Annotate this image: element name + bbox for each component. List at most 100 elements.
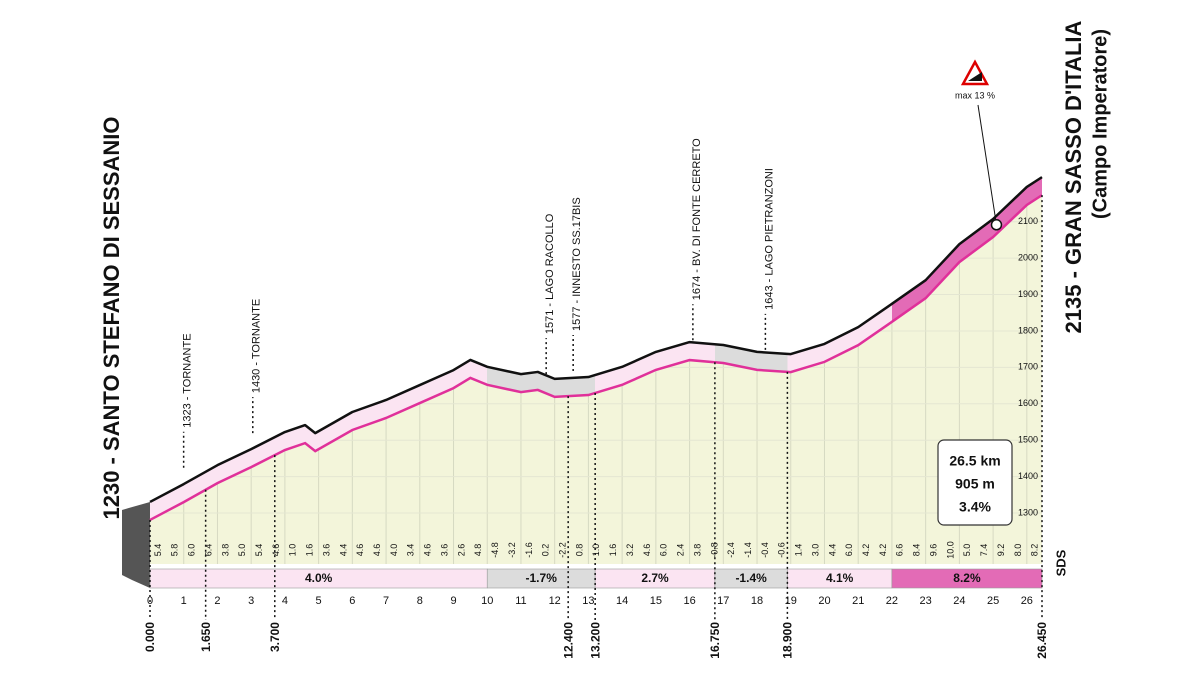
segment-gradient: 3.8 [692,544,702,557]
start-label: 1230 - SANTO STEFANO DI SESSANIO [99,116,124,519]
waypoint-km-label: 16.750 [708,622,722,659]
profile-line [149,194,1043,522]
segment-gradient: -0.8 [709,542,719,558]
segment-gradient: 5.0 [237,544,247,557]
x-tick-label: 10 [481,595,493,607]
segment-gradient: 6.0 [659,544,669,557]
x-tick-label: 18 [751,595,763,607]
summary-text: 3.4% [959,499,991,515]
segment-gradient: -2.2 [557,542,567,558]
y-tick-label: 1500 [1018,435,1038,445]
segment-gradient: 7.4 [979,544,989,557]
x-tick-label: 16 [683,595,695,607]
summary-text: 26.5 km [949,453,1000,469]
segment-gradient: 5.0 [962,544,972,557]
segment-gradient: 6.4 [203,544,213,557]
summary-box [937,439,1013,526]
sector-label: -1.4% [735,571,767,585]
x-tick-label: 25 [987,595,999,607]
segment-gradient: 8.4 [912,544,922,557]
max-leader [977,104,997,225]
segment-gradient: 4.4 [338,544,348,557]
y-tick-label: 1700 [1018,362,1038,372]
segment-gradient: 3.2 [625,544,635,557]
segment-gradient: 3.6 [321,544,331,557]
segment-gradient: 3.0 [810,544,820,557]
segment-gradient: -2.4 [726,542,736,558]
x-tick-label: 12 [549,595,561,607]
x-tick-label: 3 [248,595,254,607]
waypoint-label: 1674 - BV. DI FONTE CERRETO [691,138,703,300]
segment-gradient: 4.6 [355,544,365,557]
waypoint-km-label: 12.400 [561,622,575,659]
sector-label: -1.7% [526,571,558,585]
segment-gradient: 3.4 [406,544,416,557]
waypoint-label: 1323 - TORNANTE [182,333,194,427]
segment-gradient: 9.2 [996,544,1006,557]
segment-gradient: 1.6 [608,544,618,557]
segment-gradient: 4.6 [423,544,433,557]
segment-gradient: 0.8 [574,544,584,557]
finish-km-label: 26.450 [1035,622,1049,659]
x-tick-label: 13 [582,595,594,607]
max-marker [990,219,1003,231]
y-tick-label: 2000 [1018,252,1038,262]
sector-label: 4.0% [305,571,333,585]
finish-label: 2135 - GRAN SASSO D'ITALIA [1061,20,1086,333]
segment-gradient: 3.6 [439,544,449,557]
profile-area [150,195,1042,564]
x-tick-label: 9 [450,595,456,607]
segment-gradient: 4.8 [473,544,483,557]
ribbon-edge [149,176,1043,504]
x-tick-label: 5 [316,595,322,607]
segment-gradient: 2.6 [456,544,466,557]
y-tick-label: 1800 [1018,325,1038,335]
segment-gradient: 6.0 [187,544,197,557]
waypoint-label: 1430 - TORNANTE [251,299,263,393]
x-tick-label: 1 [181,595,187,607]
segment-gradient: 5.4 [254,544,264,557]
segment-gradient: -1.6 [524,542,534,558]
segment-gradient: -0.4 [760,542,770,558]
sector-band [891,568,1043,589]
segment-gradient: 4.6 [372,544,382,557]
segment-gradient: 1.6 [305,544,315,557]
x-tick-label: 23 [920,595,932,607]
segment-gradient: 8.2 [1030,544,1040,557]
segment-gradient: 5.4 [153,544,163,557]
x-tick-label: 14 [616,595,628,607]
max-gradient-label: max 13 % [955,90,995,100]
segment-gradient: 9.6 [928,544,938,557]
waypoint-km-label: 1.650 [199,622,213,652]
x-tick-label: 19 [785,595,797,607]
segment-gradient: 10.0 [945,541,955,559]
y-tick-label: 1400 [1018,471,1038,481]
max-icon-slope [968,72,982,81]
segment-gradient: -3.2 [507,542,517,558]
segment-gradient: 1.4 [794,544,804,557]
x-tick-label: 21 [852,595,864,607]
x-tick-label: 26 [1021,595,1033,607]
x-tick-label: 24 [953,595,965,607]
segment-gradient: 1.0 [288,544,298,557]
x-tick-label: 20 [818,595,830,607]
y-tick-label: 1900 [1018,289,1038,299]
segment-gradient: 0.2 [541,544,551,557]
sector-label: 8.2% [953,571,981,585]
segment-gradient: 4.2 [878,544,888,557]
sector-label: 4.1% [826,571,854,585]
x-tick-label: 2 [214,595,220,607]
x-tick-label: 11 [515,595,526,607]
segment-gradient: 4.0 [389,544,399,557]
waypoint-km-label: 3.700 [268,622,282,652]
summary-text: 905 m [955,476,995,492]
segment-gradient: 4.4 [827,544,837,557]
waypoint-km-label: 13.200 [588,622,602,659]
waypoint-km-label: 18.900 [781,622,795,659]
segment-gradient: -0.6 [777,542,787,558]
segment-gradient: 3.8 [220,544,230,557]
base-block [122,501,150,588]
x-tick-label: 17 [717,595,729,607]
x-tick-label: 15 [650,595,662,607]
